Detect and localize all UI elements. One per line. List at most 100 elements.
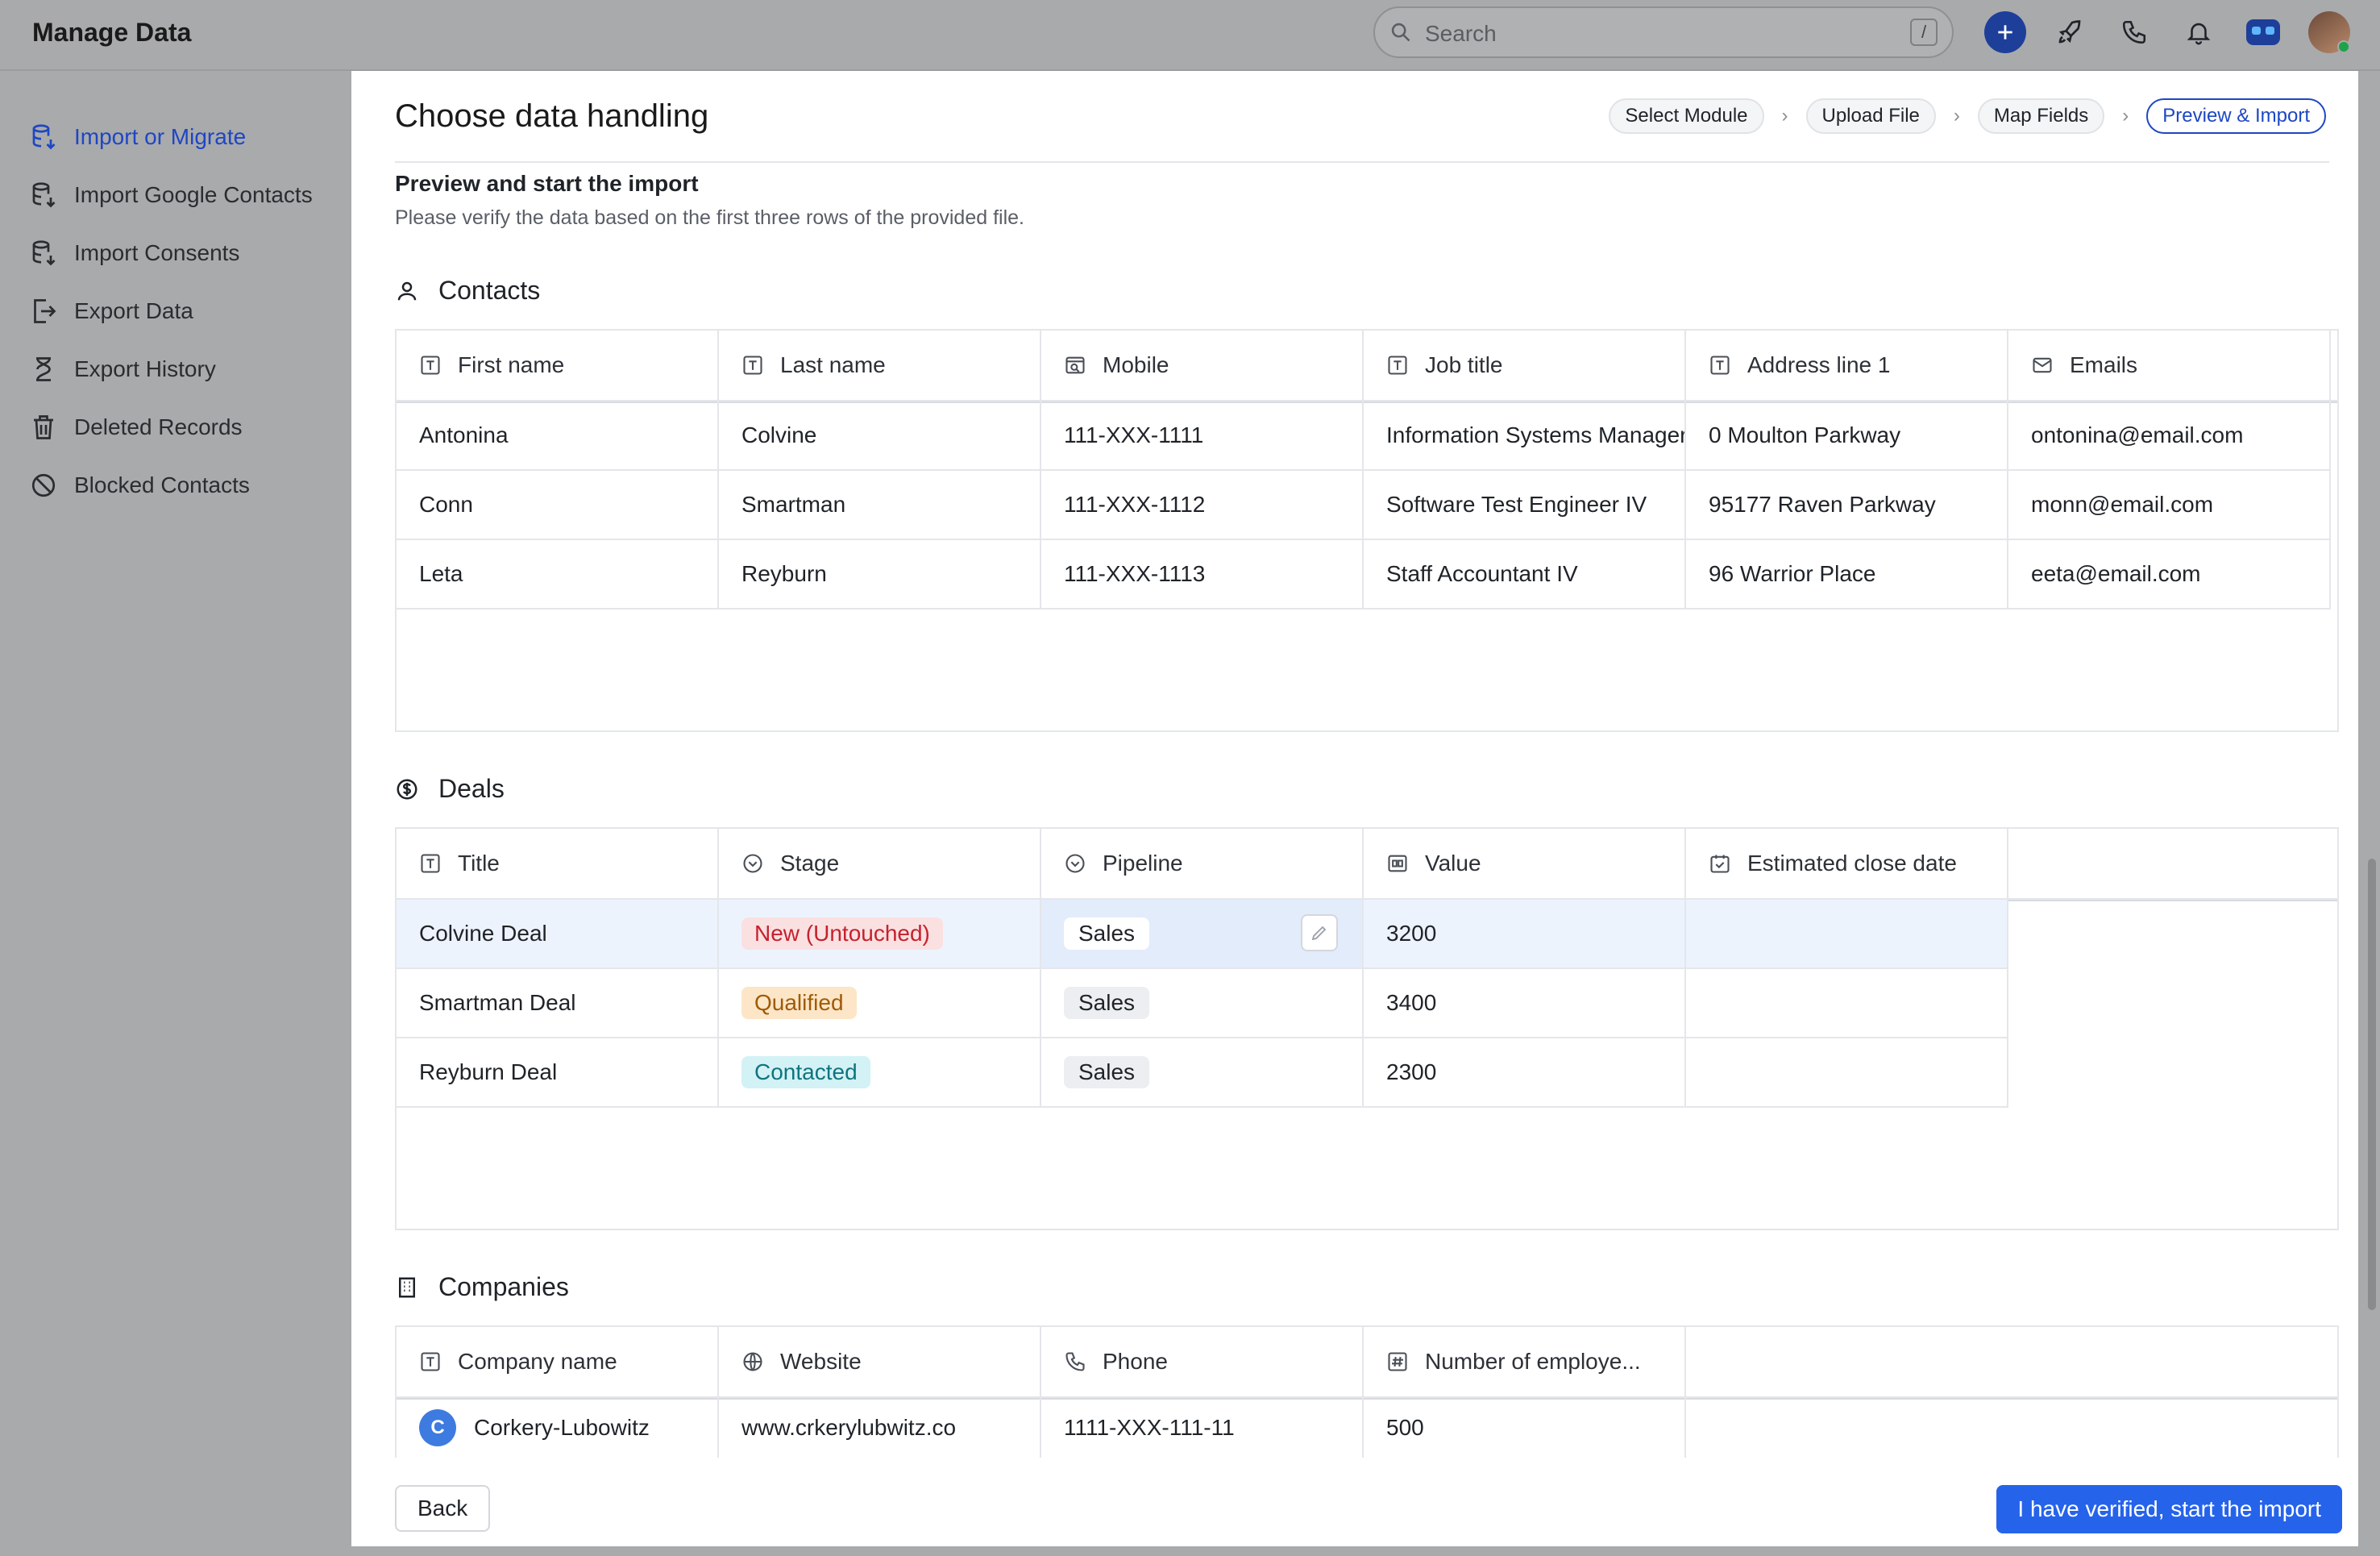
sidebar-item-export-data[interactable]: Export Data	[29, 289, 193, 334]
table-cell[interactable]: Reyburn Deal	[397, 1038, 719, 1108]
text-field-icon	[743, 356, 762, 375]
step-upload-file[interactable]: Upload File	[1805, 98, 1936, 134]
column-header[interactable]: Stage	[719, 829, 1041, 900]
phone-icon	[1065, 1352, 1085, 1371]
column-header-empty	[2008, 829, 2337, 900]
contacts-title: Contacts	[438, 276, 541, 305]
sidebar-item-blocked-contacts[interactable]: Blocked Contacts	[29, 463, 250, 508]
column-header[interactable]: Last name	[719, 331, 1041, 401]
back-button[interactable]: Back	[395, 1485, 491, 1532]
table-cell[interactable]: 111-XXX-1111	[1041, 401, 1364, 471]
phone-icon	[2122, 20, 2146, 44]
table-cell[interactable]: Contacted	[719, 1038, 1041, 1108]
table-cell[interactable]: 1111-XXX-111-11	[1041, 1398, 1364, 1458]
scrollbar-thumb[interactable]	[2368, 859, 2376, 1310]
column-header[interactable]: Value	[1364, 829, 1686, 900]
table-cell[interactable]: 500	[1364, 1398, 1686, 1458]
text-field-icon	[421, 1352, 440, 1371]
contacts-section-header: Contacts	[395, 276, 540, 306]
table-cell[interactable]: 3400	[1364, 969, 1686, 1038]
step-preview-import[interactable]: Preview & Import	[2146, 98, 2326, 134]
sidebar-item-label: Blocked Contacts	[74, 472, 250, 497]
table-cell[interactable]: Sales	[1041, 1038, 1364, 1108]
rocket-button[interactable]	[2049, 11, 2091, 53]
sidebar-item-import-or-migrate[interactable]: Import or Migrate	[29, 114, 246, 160]
pipeline-badge: Sales	[1064, 917, 1150, 950]
table-cell[interactable]: C Corkery-Lubowitz	[397, 1398, 719, 1458]
table-row: Leta Reyburn 111-XXX-1113 Staff Accounta…	[397, 540, 2331, 610]
column-header[interactable]: Pipeline	[1041, 829, 1364, 900]
table-cell[interactable]: 96 Warrior Place	[1686, 540, 2008, 610]
edit-cell-button[interactable]	[1301, 914, 1338, 951]
table-cell[interactable]: 111-XXX-1112	[1041, 471, 1364, 540]
table-cell[interactable]: Colvine Deal	[397, 900, 719, 969]
column-header[interactable]: Phone	[1041, 1327, 1364, 1398]
company-avatar: C	[419, 1409, 456, 1446]
table-cell[interactable]: www.crkerylubwitz.co	[719, 1398, 1041, 1458]
assistant-button[interactable]	[2242, 11, 2284, 53]
table-cell[interactable]: New (Untouched)	[719, 900, 1041, 969]
table-cell[interactable]: 3200	[1364, 900, 1686, 969]
step-map-fields[interactable]: Map Fields	[1977, 98, 2105, 134]
table-row: Reyburn Deal Contacted Sales 2300	[397, 1038, 2008, 1108]
table-row: C Corkery-Lubowitz www.crkerylubwitz.co …	[397, 1398, 2337, 1458]
table-cell[interactable]: 0 Moulton Parkway	[1686, 401, 2008, 471]
column-header[interactable]: Job title	[1364, 331, 1686, 401]
table-cell[interactable]	[1686, 969, 2008, 1038]
table-cell[interactable]: Staff Accountant IV	[1364, 540, 1686, 610]
column-header[interactable]: Number of employe...	[1364, 1327, 1686, 1398]
sidebar-item-label: Import Google Contacts	[74, 182, 313, 207]
pipeline-badge: Sales	[1064, 987, 1150, 1019]
sidebar-item-label: Import Consents	[74, 240, 240, 265]
table-cell[interactable]: Reyburn	[719, 540, 1041, 610]
column-header[interactable]: Emails	[2008, 331, 2331, 401]
table-cell[interactable]: eeta@email.com	[2008, 540, 2331, 610]
phone-button[interactable]	[2113, 11, 2155, 53]
table-cell[interactable]: Antonina	[397, 401, 719, 471]
scrollbar-track[interactable]	[2361, 71, 2380, 1556]
table-row: Smartman Deal Qualified Sales 3400	[397, 969, 2008, 1038]
online-status-dot	[2337, 40, 2350, 53]
table-cell[interactable]: Smartman	[719, 471, 1041, 540]
globe-icon	[743, 1352, 762, 1371]
notifications-button[interactable]	[2178, 11, 2220, 53]
table-cell[interactable]	[1686, 1038, 2008, 1108]
table-cell[interactable]: 111-XXX-1113	[1041, 540, 1364, 610]
table-cell[interactable]: 2300	[1364, 1038, 1686, 1108]
user-avatar[interactable]	[2308, 11, 2350, 53]
mobile-field-icon	[1065, 356, 1085, 374]
sidebar-item-import-consents[interactable]: Import Consents	[29, 231, 239, 276]
column-header[interactable]: Company name	[397, 1327, 719, 1398]
sidebar-item-import-google-contacts[interactable]: Import Google Contacts	[29, 173, 313, 218]
table-cell[interactable]: 95177 Raven Parkway	[1686, 471, 2008, 540]
table-cell[interactable]: Colvine	[719, 401, 1041, 471]
table-cell[interactable]: Conn	[397, 471, 719, 540]
table-cell[interactable]	[1686, 900, 2008, 969]
table-cell[interactable]: Sales	[1041, 969, 1364, 1038]
start-import-button[interactable]: I have verified, start the import	[1996, 1485, 2342, 1533]
sidebar-item-deleted-records[interactable]: Deleted Records	[29, 405, 243, 450]
table-cell[interactable]: Leta	[397, 540, 719, 610]
table-cell[interactable]: Smartman Deal	[397, 969, 719, 1038]
contacts-table: First name Last name Mobile Job title Ad…	[395, 329, 2339, 732]
table-cell-pipeline-editing[interactable]: Sales	[1041, 900, 1364, 969]
step-select-module[interactable]: Select Module	[1609, 98, 1764, 134]
add-button[interactable]	[1984, 11, 2026, 53]
search-input[interactable]: Search /	[1373, 6, 1954, 58]
companies-section-header: Companies	[395, 1272, 569, 1302]
table-header-row: Company name Website Phone Number of emp…	[397, 1327, 2337, 1400]
table-cell[interactable]: ontonina@email.com	[2008, 401, 2331, 471]
table-cell[interactable]: Qualified	[719, 969, 1041, 1038]
table-cell[interactable]: monn@email.com	[2008, 471, 2331, 540]
table-cell[interactable]: Software Test Engineer IV	[1364, 471, 1686, 540]
table-cell[interactable]: Information Systems Manager	[1364, 401, 1686, 471]
sidebar-item-export-history[interactable]: Export History	[29, 347, 216, 392]
column-header[interactable]: Address line 1	[1686, 331, 2008, 401]
column-header[interactable]: Website	[719, 1327, 1041, 1398]
column-header[interactable]: Title	[397, 829, 719, 900]
column-header[interactable]: Estimated close date	[1686, 829, 2008, 900]
column-header[interactable]: Mobile	[1041, 331, 1364, 401]
sidebar-item-label: Deleted Records	[74, 414, 243, 439]
column-header[interactable]: First name	[397, 331, 719, 401]
text-field-icon	[1710, 356, 1730, 375]
